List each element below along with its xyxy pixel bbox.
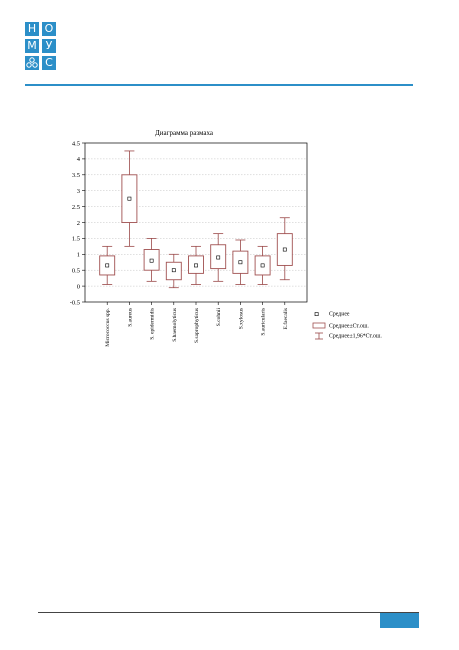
footer-rule (38, 612, 419, 613)
mean-marker (216, 255, 221, 260)
y-tick-label: 2 (77, 220, 80, 227)
mean-marker (238, 260, 243, 265)
logo-letter-m: М (25, 39, 39, 53)
y-tick-label: 1 (77, 252, 80, 259)
x-tick-label: E.faecalis (282, 308, 289, 330)
legend-box-symbol (312, 322, 326, 329)
legend-mean-symbol (314, 312, 319, 317)
y-tick-label: 0 (77, 283, 80, 290)
y-tick-label: -0.5 (70, 299, 80, 306)
mean-marker (149, 258, 154, 263)
x-tick-label: Micrococcus spp. (105, 307, 111, 346)
page-number-tab (380, 613, 419, 628)
mean-marker (127, 196, 132, 201)
y-tick-label: 0.5 (72, 268, 80, 275)
x-tick-label: S. epidermidis (150, 308, 156, 340)
legend-label: Среднее (329, 312, 350, 318)
x-tick-label: S.auricularis (261, 308, 267, 336)
y-tick-label: 4.5 (72, 140, 80, 147)
logo-letter-n: Н (25, 22, 39, 36)
header-rule (25, 84, 413, 86)
logo-emblem-icon (25, 56, 39, 70)
y-tick-label: 3 (77, 188, 80, 195)
y-tick-label: 2.5 (72, 204, 80, 211)
legend-label: Среднее±1,96*Ст.ош. (329, 334, 382, 340)
y-tick-label: 1.5 (72, 236, 80, 243)
chart-legend: Среднее Среднее±Ст.ош. Среднее±1,96*Ст.ош. (312, 312, 382, 340)
logo-letter-s: С (42, 56, 56, 70)
x-tick-label: S.haemolyticus (172, 308, 178, 342)
logo-letter-o: О (42, 22, 56, 36)
x-tick-label: S.aureus (127, 308, 133, 327)
mean-marker (171, 268, 176, 273)
x-tick-label: S.saprophyticus (194, 308, 200, 343)
y-tick-label: 3.5 (72, 172, 80, 179)
y-tick-label: 4 (77, 156, 81, 163)
logo-letter-u: У (42, 39, 56, 53)
legend-label: Среднее±Ст.ош. (329, 324, 369, 330)
mean-marker (260, 263, 265, 268)
x-tick-label: S.cohnii (216, 308, 222, 327)
chart-title: Диаграмма размаха (155, 129, 214, 137)
mean-marker (194, 263, 198, 268)
mean-marker (282, 247, 287, 252)
mean-marker (105, 263, 110, 268)
x-tick-label: S.xylosus (238, 308, 244, 329)
